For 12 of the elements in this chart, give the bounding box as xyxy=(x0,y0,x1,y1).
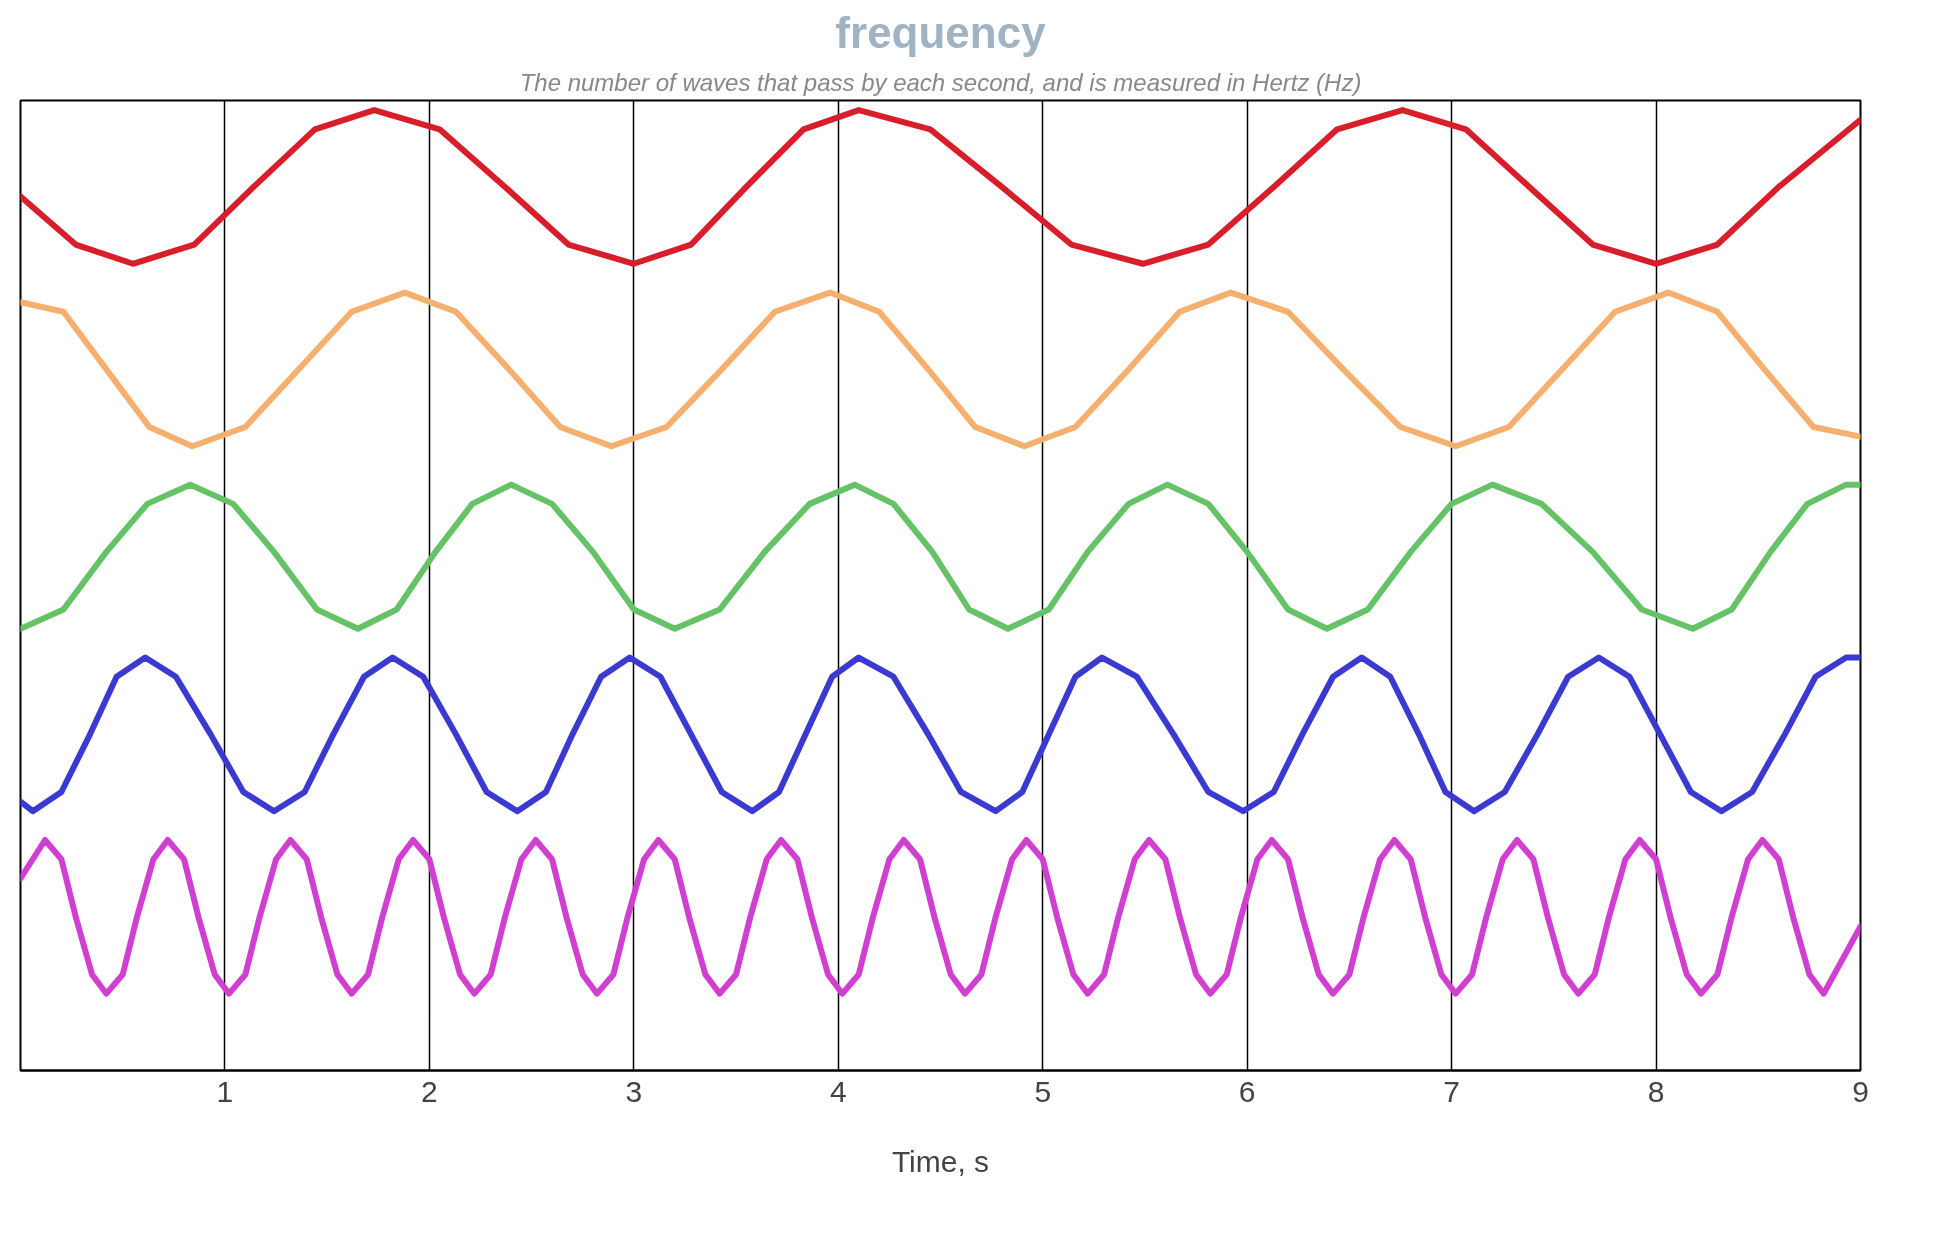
x-tick-label: 1 xyxy=(216,1074,234,1108)
chart-title: frequency xyxy=(835,7,1047,57)
chart-subtitle: The number of waves that pass by each second, and is measured in Hertz (Hz) xyxy=(519,68,1362,96)
x-tick-label: 7 xyxy=(1443,1074,1460,1108)
x-tick-label: 4 xyxy=(829,1074,847,1108)
x-tick-label: 6 xyxy=(1238,1074,1256,1108)
x-axis-title: Time, s xyxy=(891,1144,990,1178)
x-tick-label: 9 xyxy=(1852,1074,1869,1108)
x-tick-label: 8 xyxy=(1647,1074,1665,1108)
x-tick-label: 5 xyxy=(1034,1074,1052,1108)
x-tick-label: 2 xyxy=(421,1074,438,1108)
x-tick-label: 3 xyxy=(625,1074,643,1108)
